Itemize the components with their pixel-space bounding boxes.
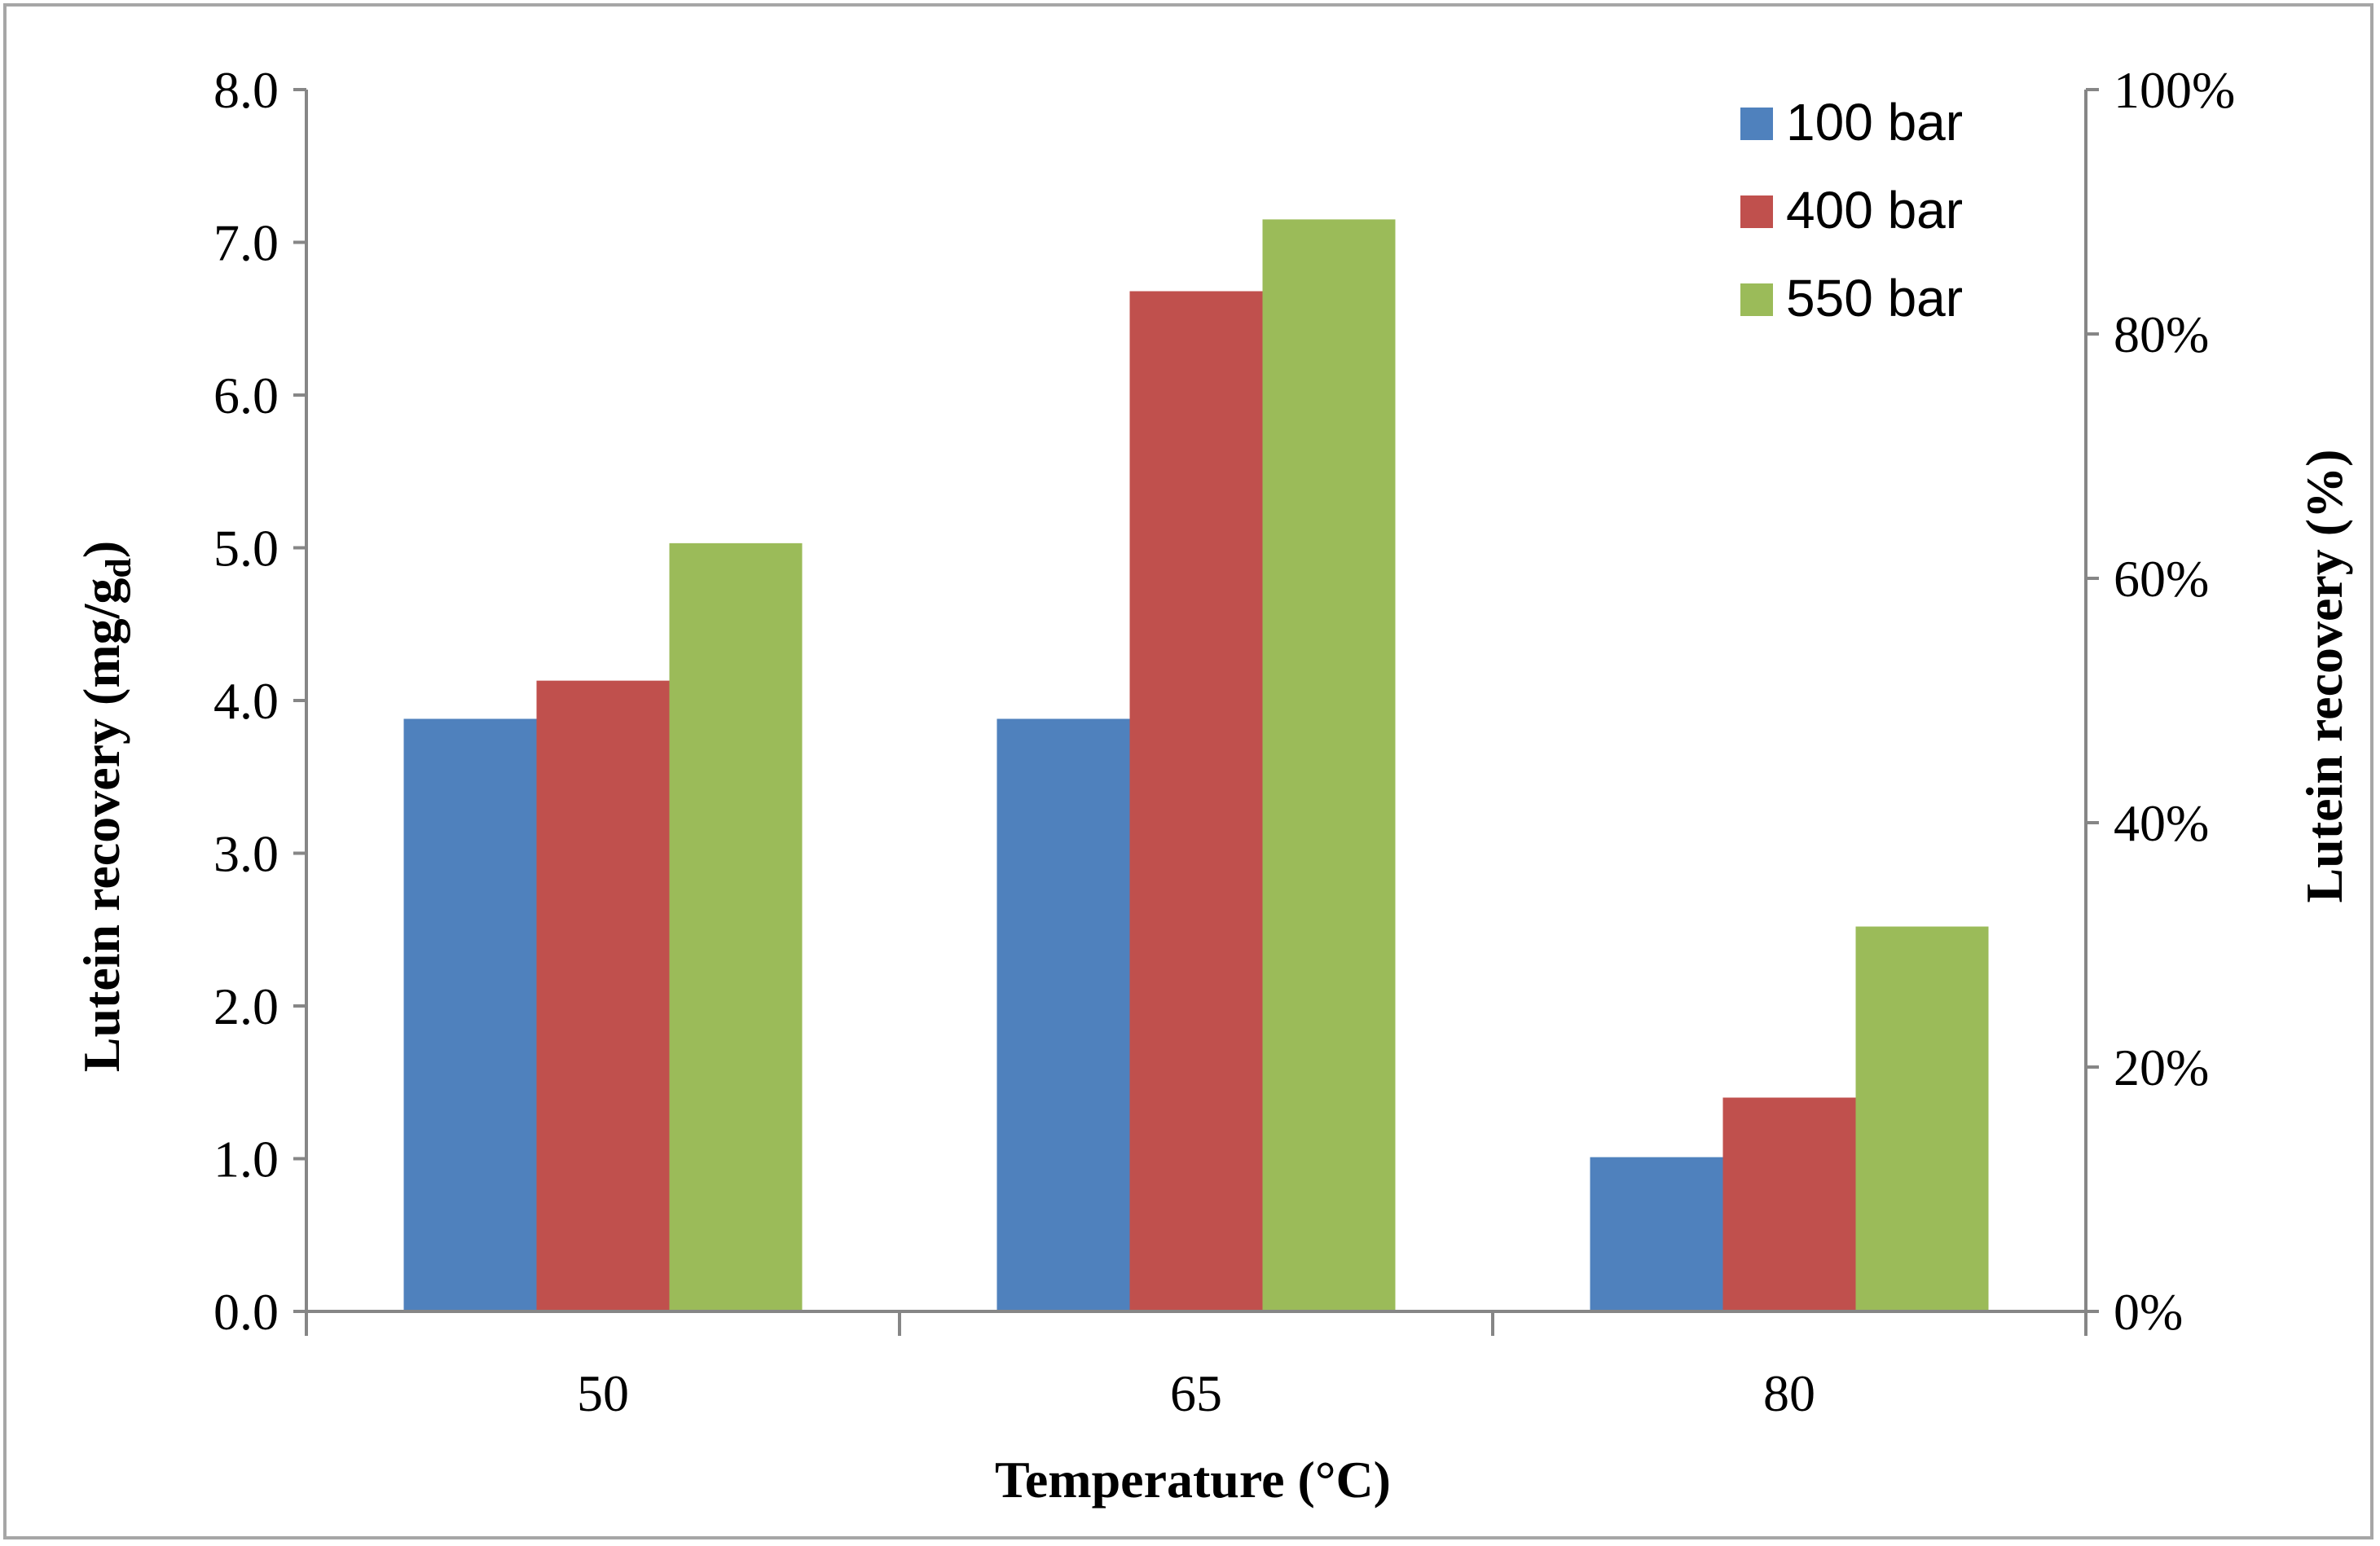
legend-label-400-bar: 400 bar xyxy=(1786,181,1963,239)
legend-swatch-100-bar xyxy=(1740,108,1773,140)
chart-frame xyxy=(3,3,2373,1539)
y-tick-label: 1.0 xyxy=(213,1131,279,1188)
y-tick-label: 3.0 xyxy=(213,825,279,883)
y-tick-label: 5.0 xyxy=(213,520,279,578)
bar-550-bar-50 xyxy=(669,542,803,1311)
bar-400-bar-65 xyxy=(1129,291,1263,1311)
x-tick-label: 80 xyxy=(1763,1364,1815,1422)
y2-tick-label: 80% xyxy=(2114,305,2209,363)
legend-swatch-550-bar xyxy=(1740,283,1773,316)
y2-tick-label: 60% xyxy=(2114,550,2209,608)
y-axis-title-close: ) xyxy=(73,541,130,558)
bar-100-bar-50 xyxy=(403,718,537,1311)
y2-axis-title: Lutein recovery (%) xyxy=(2295,450,2353,903)
y-axis-title: Lutein recovery (mg/gd) xyxy=(73,541,139,1072)
y-tick-label: 0.0 xyxy=(213,1283,279,1341)
legend: 100 bar 400 bar 550 bar xyxy=(1740,93,1963,327)
x-tick-label: 50 xyxy=(577,1364,629,1422)
bar-550-bar-65 xyxy=(1262,219,1396,1311)
axes-group xyxy=(293,88,2099,1336)
y-tick-label: 7.0 xyxy=(213,214,279,272)
y-tick-label: 8.0 xyxy=(213,61,279,119)
legend-label-550-bar: 550 bar xyxy=(1786,269,1963,327)
x-tick-label: 65 xyxy=(1170,1364,1222,1422)
x-axis-title: Temperature (°C) xyxy=(995,1451,1391,1509)
legend-label-100-bar: 100 bar xyxy=(1786,93,1963,152)
bar-400-bar-50 xyxy=(536,680,670,1311)
y-tick-label: 2.0 xyxy=(213,977,279,1035)
tick-labels-group: 0.0 1.0 2.0 3.0 4.0 5.0 6.0 7.0 8.0 0% 20% 40% 60% 80… xyxy=(213,61,2235,1422)
y-axis-title-subscript: d xyxy=(99,558,139,578)
y2-tick-label: 40% xyxy=(2114,794,2209,852)
bar-400-bar-80 xyxy=(1722,1097,1856,1311)
y2-tick-label: 0% xyxy=(2114,1283,2183,1341)
bars-group xyxy=(403,219,1989,1311)
bar-550-bar-80 xyxy=(1855,926,1989,1311)
y-tick-label: 4.0 xyxy=(213,672,279,730)
bar-100-bar-80 xyxy=(1590,1157,1723,1311)
legend-swatch-400-bar xyxy=(1740,195,1773,228)
y-axis-title-main: Lutein recovery (mg/g xyxy=(73,578,130,1073)
y2-tick-label: 20% xyxy=(2114,1039,2209,1096)
bar-100-bar-65 xyxy=(996,718,1130,1311)
y-tick-label: 6.0 xyxy=(213,367,279,424)
y2-tick-label: 100% xyxy=(2114,61,2235,119)
